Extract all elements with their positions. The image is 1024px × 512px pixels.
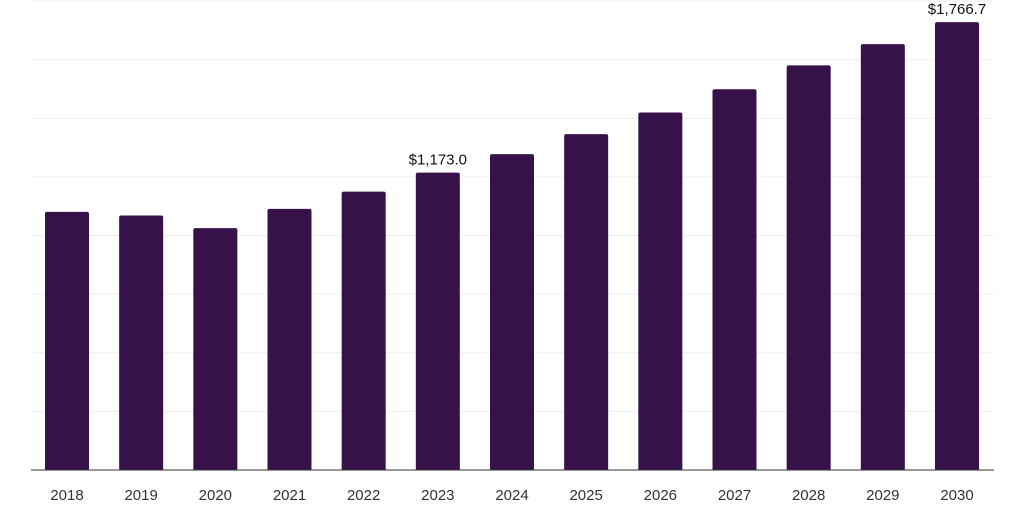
x-tick-label-2024: 2024: [495, 487, 528, 504]
x-tick-label-2029: 2029: [866, 487, 899, 504]
x-tick-label-2019: 2019: [124, 487, 157, 504]
bars: [45, 22, 979, 471]
x-tick-label-2027: 2027: [718, 487, 751, 504]
bar-2028[interactable]: [786, 65, 831, 471]
x-tick-label-2025: 2025: [569, 487, 602, 504]
x-tick-label-2028: 2028: [792, 487, 825, 504]
bar-2020[interactable]: [193, 228, 238, 470]
x-tick-label-2023: 2023: [421, 487, 454, 504]
bar-2021[interactable]: [267, 208, 312, 470]
bar-2025[interactable]: [564, 134, 609, 470]
x-tick-label-2026: 2026: [644, 487, 677, 504]
x-tick-label-2030: 2030: [940, 487, 973, 504]
bar-2026[interactable]: [638, 112, 683, 470]
x-tick-label-2020: 2020: [199, 487, 232, 504]
x-tick-labels: 2018 2019 2020 2021 2022 2023 2024 2025 2026 2027…: [50, 487, 973, 504]
x-tick-label-2018: 2018: [50, 487, 83, 504]
bar-2027[interactable]: [712, 89, 757, 470]
bar-2030[interactable]: [935, 22, 979, 470]
data-label-2030: $1,766.7: [928, 1, 986, 18]
x-tick-label-2021: 2021: [273, 487, 306, 504]
bar-2023[interactable]: [415, 172, 460, 470]
bar-2019[interactable]: [119, 215, 164, 470]
x-tick-label-2022: 2022: [347, 487, 380, 504]
data-label-2023: $1,173.0: [409, 152, 467, 169]
bar-2018[interactable]: [45, 211, 89, 470]
bar-2022[interactable]: [341, 191, 386, 471]
bar-2024[interactable]: [490, 154, 534, 470]
data-labels: $1,173.0 $1,766.7: [409, 1, 987, 169]
bar-2029[interactable]: [860, 44, 905, 471]
